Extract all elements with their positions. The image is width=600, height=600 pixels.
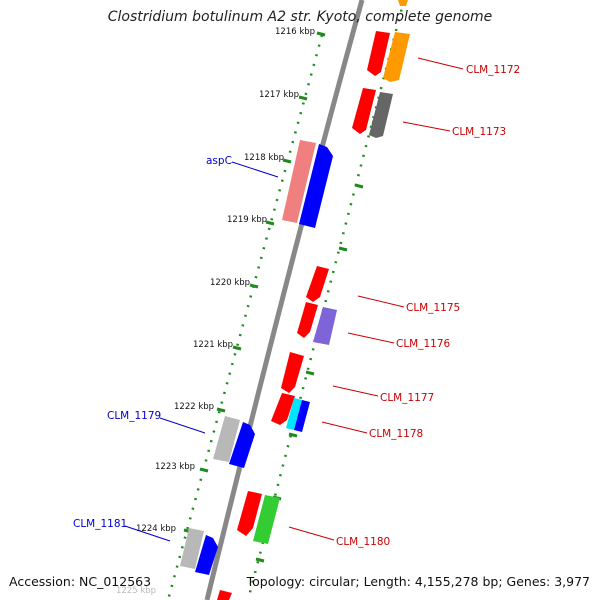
ruler-label: 1220 kbp [210, 278, 250, 288]
ruler-label: 1223 kbp [155, 462, 195, 472]
gene-feature[interactable] [180, 528, 204, 569]
label-leader-lines [124, 57, 464, 542]
gene-feature[interactable] [398, 0, 408, 6]
gene-label-clm1175[interactable]: CLM_1175 [406, 302, 460, 314]
ruler-label: 1222 kbp [174, 402, 214, 412]
gene-feature[interactable] [306, 266, 329, 302]
gene-label-clm1181[interactable]: CLM_1181 [73, 518, 127, 530]
ruler-label: 1219 kbp [227, 215, 267, 225]
gene-label-clm1179[interactable]: CLM_1179 [107, 410, 161, 422]
gene-label-clm1177[interactable]: CLM_1177 [380, 392, 434, 404]
gene-feature[interactable] [367, 31, 390, 76]
accession-text: Accession: NC_012563 [9, 574, 152, 589]
gene-feature[interactable] [195, 535, 218, 575]
gene-feature[interactable] [213, 416, 240, 462]
genome-summary-text: Topology: circular; Length: 4,155,278 bp… [246, 574, 590, 589]
gene-feature[interactable] [313, 307, 337, 345]
ruler-label: 1225 kbp [116, 586, 156, 596]
ruler-label: 1218 kbp [244, 153, 284, 163]
gene-feature[interactable] [271, 393, 295, 425]
gene-feature[interactable] [294, 400, 310, 432]
gene-feature[interactable] [282, 140, 316, 223]
gene-label-clm1178[interactable]: CLM_1178 [369, 428, 423, 440]
gene-label-aspc[interactable]: aspC [206, 155, 232, 167]
ruler-label: 1216 kbp [275, 27, 315, 37]
gene-features [180, 0, 410, 600]
gene-feature[interactable] [286, 398, 302, 430]
gene-feature[interactable] [383, 32, 410, 82]
gene-feature[interactable] [237, 491, 262, 536]
gene-label-clm1176[interactable]: CLM_1176 [396, 338, 451, 350]
gene-feature[interactable] [352, 88, 376, 134]
ruler-label: 1221 kbp [193, 340, 233, 350]
gene-label-clm1172[interactable]: CLM_1172 [466, 64, 520, 76]
ruler-label: 1224 kbp [136, 524, 176, 534]
page-title: Clostridium botulinum A2 str. Kyoto, com… [107, 9, 493, 25]
gene-feature[interactable] [369, 92, 393, 138]
ruler-label: 1217 kbp [259, 90, 299, 100]
gene-feature[interactable] [253, 495, 280, 544]
gene-label-clm1173[interactable]: CLM_1173 [452, 126, 506, 138]
gene-feature[interactable] [297, 302, 318, 338]
gene-feature[interactable] [217, 590, 232, 600]
gene-feature[interactable] [299, 144, 333, 228]
gene-feature[interactable] [229, 422, 255, 468]
chromosome-backbone [204, 0, 365, 600]
gene-feature[interactable] [281, 352, 304, 393]
gene-label-clm1180[interactable]: CLM_1180 [336, 536, 390, 548]
